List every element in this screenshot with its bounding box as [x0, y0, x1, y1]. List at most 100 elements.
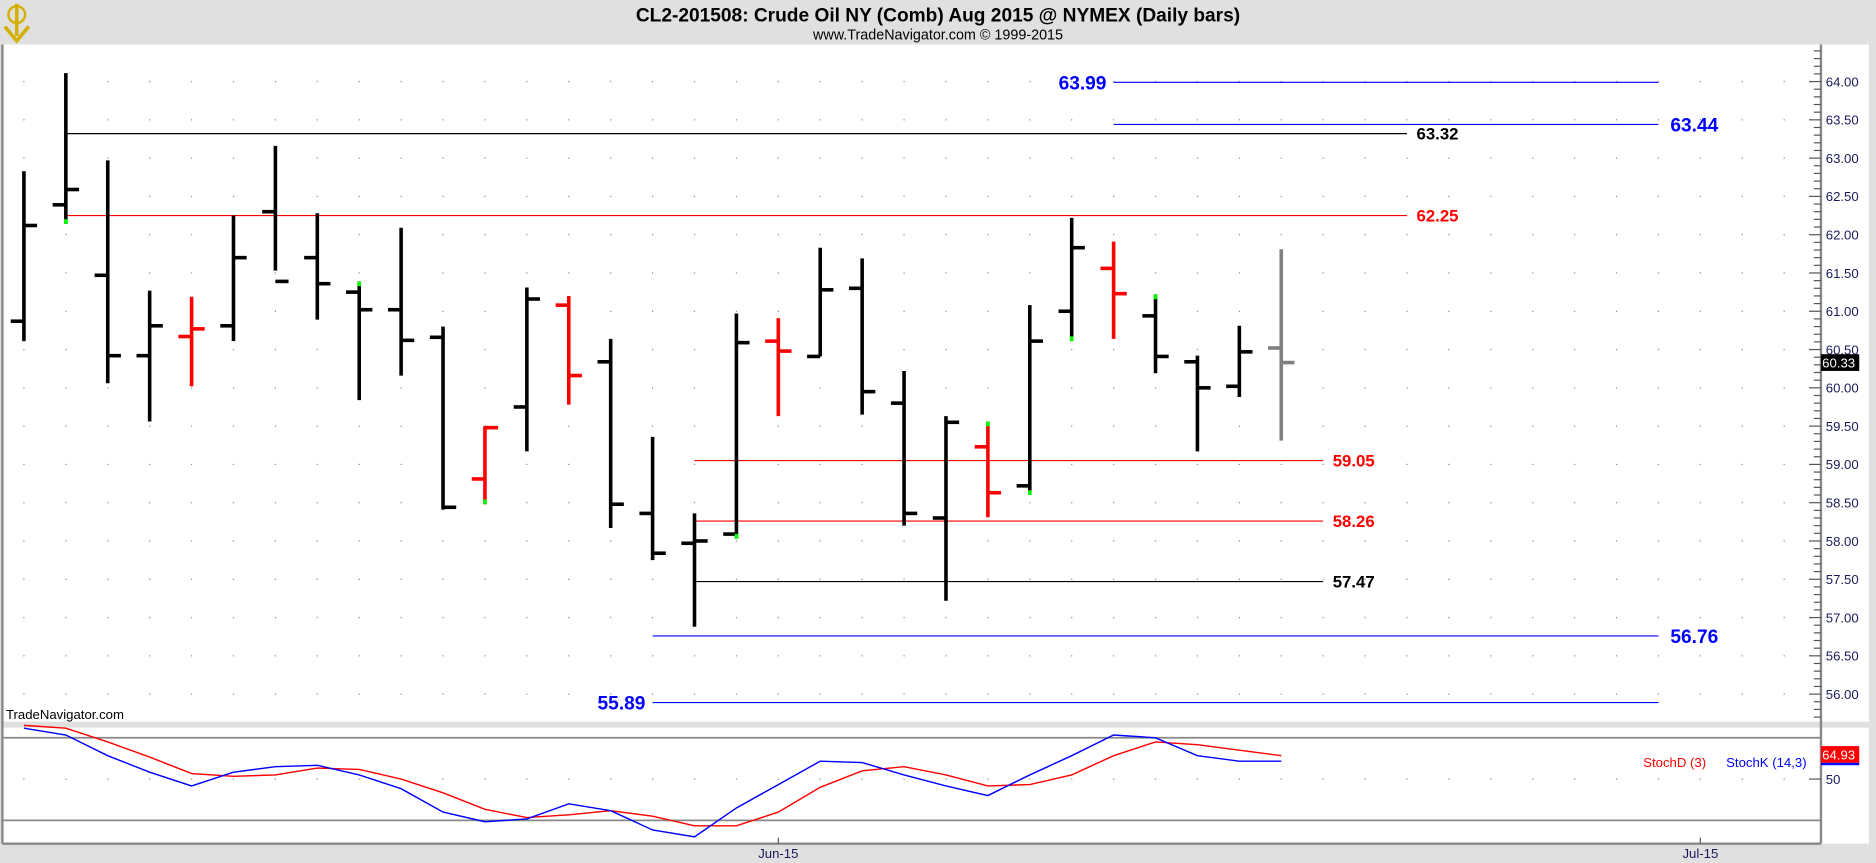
grid-dot	[945, 195, 947, 197]
grid-dot	[1532, 348, 1534, 351]
grid-dot	[610, 578, 612, 580]
grid-dot	[693, 234, 696, 236]
grid-dot	[1741, 80, 1743, 83]
grid-dot	[1238, 463, 1240, 465]
grid-dot	[1154, 578, 1157, 580]
ohlc-bars	[10, 73, 1295, 627]
grid-dot	[1029, 616, 1031, 619]
grid-dot	[651, 693, 654, 695]
grid-dot	[1029, 778, 1031, 780]
grid-dot	[1532, 502, 1534, 504]
grid-dot	[1574, 616, 1576, 619]
grid-dot	[1196, 502, 1199, 504]
grid-dot	[819, 425, 821, 427]
grid-dot	[1574, 119, 1576, 121]
grid-dot	[1113, 578, 1115, 580]
ohlc-bar	[346, 281, 373, 401]
grid-dot	[735, 195, 738, 197]
grid-dot	[107, 463, 109, 465]
grid-dot	[568, 655, 570, 657]
grid-dot	[1196, 310, 1199, 312]
grid-dot	[861, 80, 863, 83]
grid-dot	[1532, 387, 1534, 389]
grid-dot	[1741, 310, 1743, 312]
grid-dot	[1615, 463, 1618, 465]
grid-dot	[568, 778, 570, 780]
grid-dot	[232, 348, 235, 351]
grid-dot	[1238, 157, 1240, 159]
grid-dot	[610, 693, 612, 695]
grid-dot	[190, 502, 193, 504]
ohlc-bar	[304, 213, 331, 320]
grid-dot	[65, 425, 67, 427]
grid-dot	[987, 693, 989, 695]
grid-dot	[358, 80, 360, 83]
grid-dot	[693, 348, 696, 351]
time-axis: Jun-15 Jul-15	[758, 837, 1718, 861]
grid-dot	[861, 234, 863, 236]
grid-dot	[316, 540, 318, 542]
grid-dot	[1113, 234, 1115, 236]
grid-dot	[149, 778, 151, 780]
time-tick-label: Jun-15	[758, 846, 798, 861]
grid-dot	[735, 157, 738, 159]
grid-dot	[1154, 425, 1157, 427]
grid-dot	[442, 157, 444, 159]
axis-tick-label: 57.00	[1826, 610, 1859, 625]
grid-dot	[903, 540, 905, 542]
grid-dot	[190, 234, 193, 236]
grid-dot	[1196, 655, 1199, 657]
grid-dot	[610, 119, 612, 121]
grid-dot	[1490, 80, 1492, 83]
grid-dot	[1448, 693, 1450, 695]
grid-dot	[1490, 778, 1492, 780]
grid-dot	[1029, 195, 1031, 197]
grid-dot	[777, 119, 779, 121]
grid-dot	[1154, 234, 1157, 236]
grid-dot	[861, 463, 863, 465]
grid-dot	[442, 655, 444, 657]
grid-dot	[1490, 693, 1492, 695]
axis-tick-label: 57.50	[1826, 572, 1859, 587]
grid-dot	[777, 195, 779, 197]
stochastic-indicator: 50 64.93	[2, 724, 1860, 838]
grid-dot	[484, 310, 486, 312]
grid-dot	[1196, 157, 1199, 159]
grid-dot	[23, 502, 25, 504]
grid-dot	[693, 425, 696, 427]
ohlc-bar	[10, 171, 38, 342]
grid-dot	[987, 540, 989, 542]
grid-dot	[693, 463, 696, 465]
grid-dot	[1574, 310, 1576, 312]
grid-dot	[1741, 272, 1743, 274]
grid-dot	[1657, 616, 1660, 619]
grid-dot	[484, 348, 486, 351]
grid-dot	[358, 425, 360, 427]
grid-dot	[777, 310, 779, 312]
grid-dot	[1574, 234, 1576, 236]
grid-dot	[1532, 463, 1534, 465]
grid-dot	[610, 540, 612, 542]
grid-dot	[945, 655, 947, 657]
grid-dot	[693, 119, 696, 121]
grid-dot	[1615, 80, 1618, 83]
axis-tick-label: 61.50	[1826, 266, 1859, 281]
watermark-text: TradeNavigator.com	[6, 707, 124, 722]
grid-dot	[1364, 778, 1366, 780]
grid-dot	[1574, 540, 1576, 542]
grid-dot	[987, 234, 989, 236]
grid-dot	[1406, 387, 1408, 389]
grid-dot	[777, 463, 779, 465]
grid-dot	[1280, 578, 1282, 580]
grid-dot	[1029, 655, 1031, 657]
grid-dot	[1238, 502, 1240, 504]
grid-dot	[400, 157, 402, 159]
grid-dot	[107, 616, 109, 619]
grid-dot	[568, 616, 570, 619]
grid-dot	[777, 425, 779, 427]
grid-dot	[442, 119, 444, 121]
grid-dot	[777, 655, 779, 657]
grid-dot	[568, 540, 570, 542]
grid-dot	[1699, 540, 1701, 542]
grid-dot	[65, 778, 67, 780]
